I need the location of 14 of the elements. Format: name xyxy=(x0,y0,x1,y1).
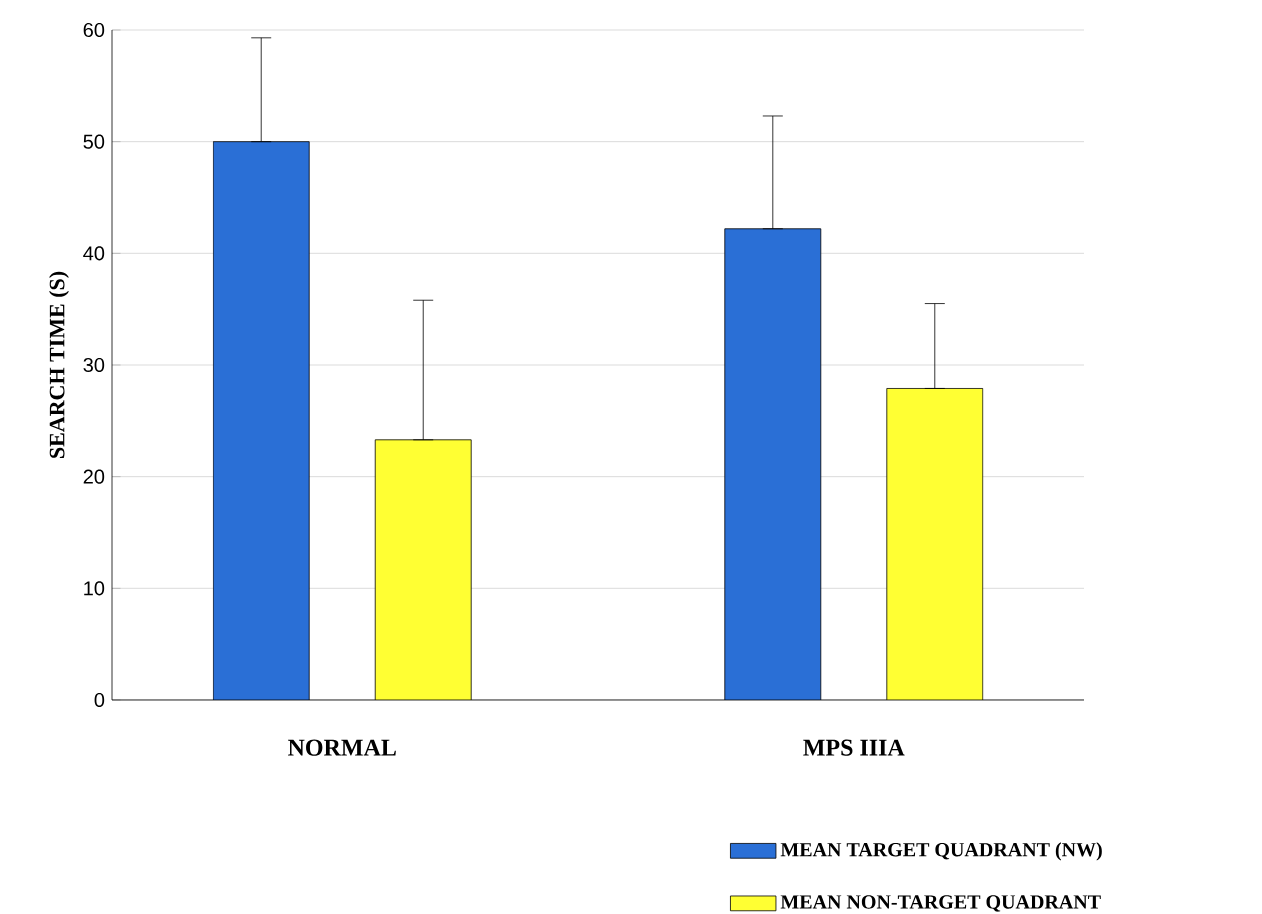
y-tick-label: 40 xyxy=(83,246,105,261)
y-tick-label: 50 xyxy=(83,134,105,149)
bar xyxy=(724,228,822,700)
y-tick-label: 0 xyxy=(94,692,105,708)
legend-label: MEAN NON-TARGET QUADRANT xyxy=(780,895,1101,912)
legend-label: MEAN TARGET QUADRANT (NW) xyxy=(780,842,1102,861)
y-tick-label: 20 xyxy=(83,469,105,484)
y-tick-label: 10 xyxy=(84,581,105,596)
y-tick-label: 60 xyxy=(83,22,105,38)
x-tick-label: MPS IIIA xyxy=(803,739,905,756)
y-tick-label: 30 xyxy=(83,357,105,373)
bar xyxy=(213,141,310,700)
x-tick-label: NORMAL xyxy=(288,739,396,756)
y-axis-title: SEARCH TIME (S) xyxy=(49,271,69,458)
